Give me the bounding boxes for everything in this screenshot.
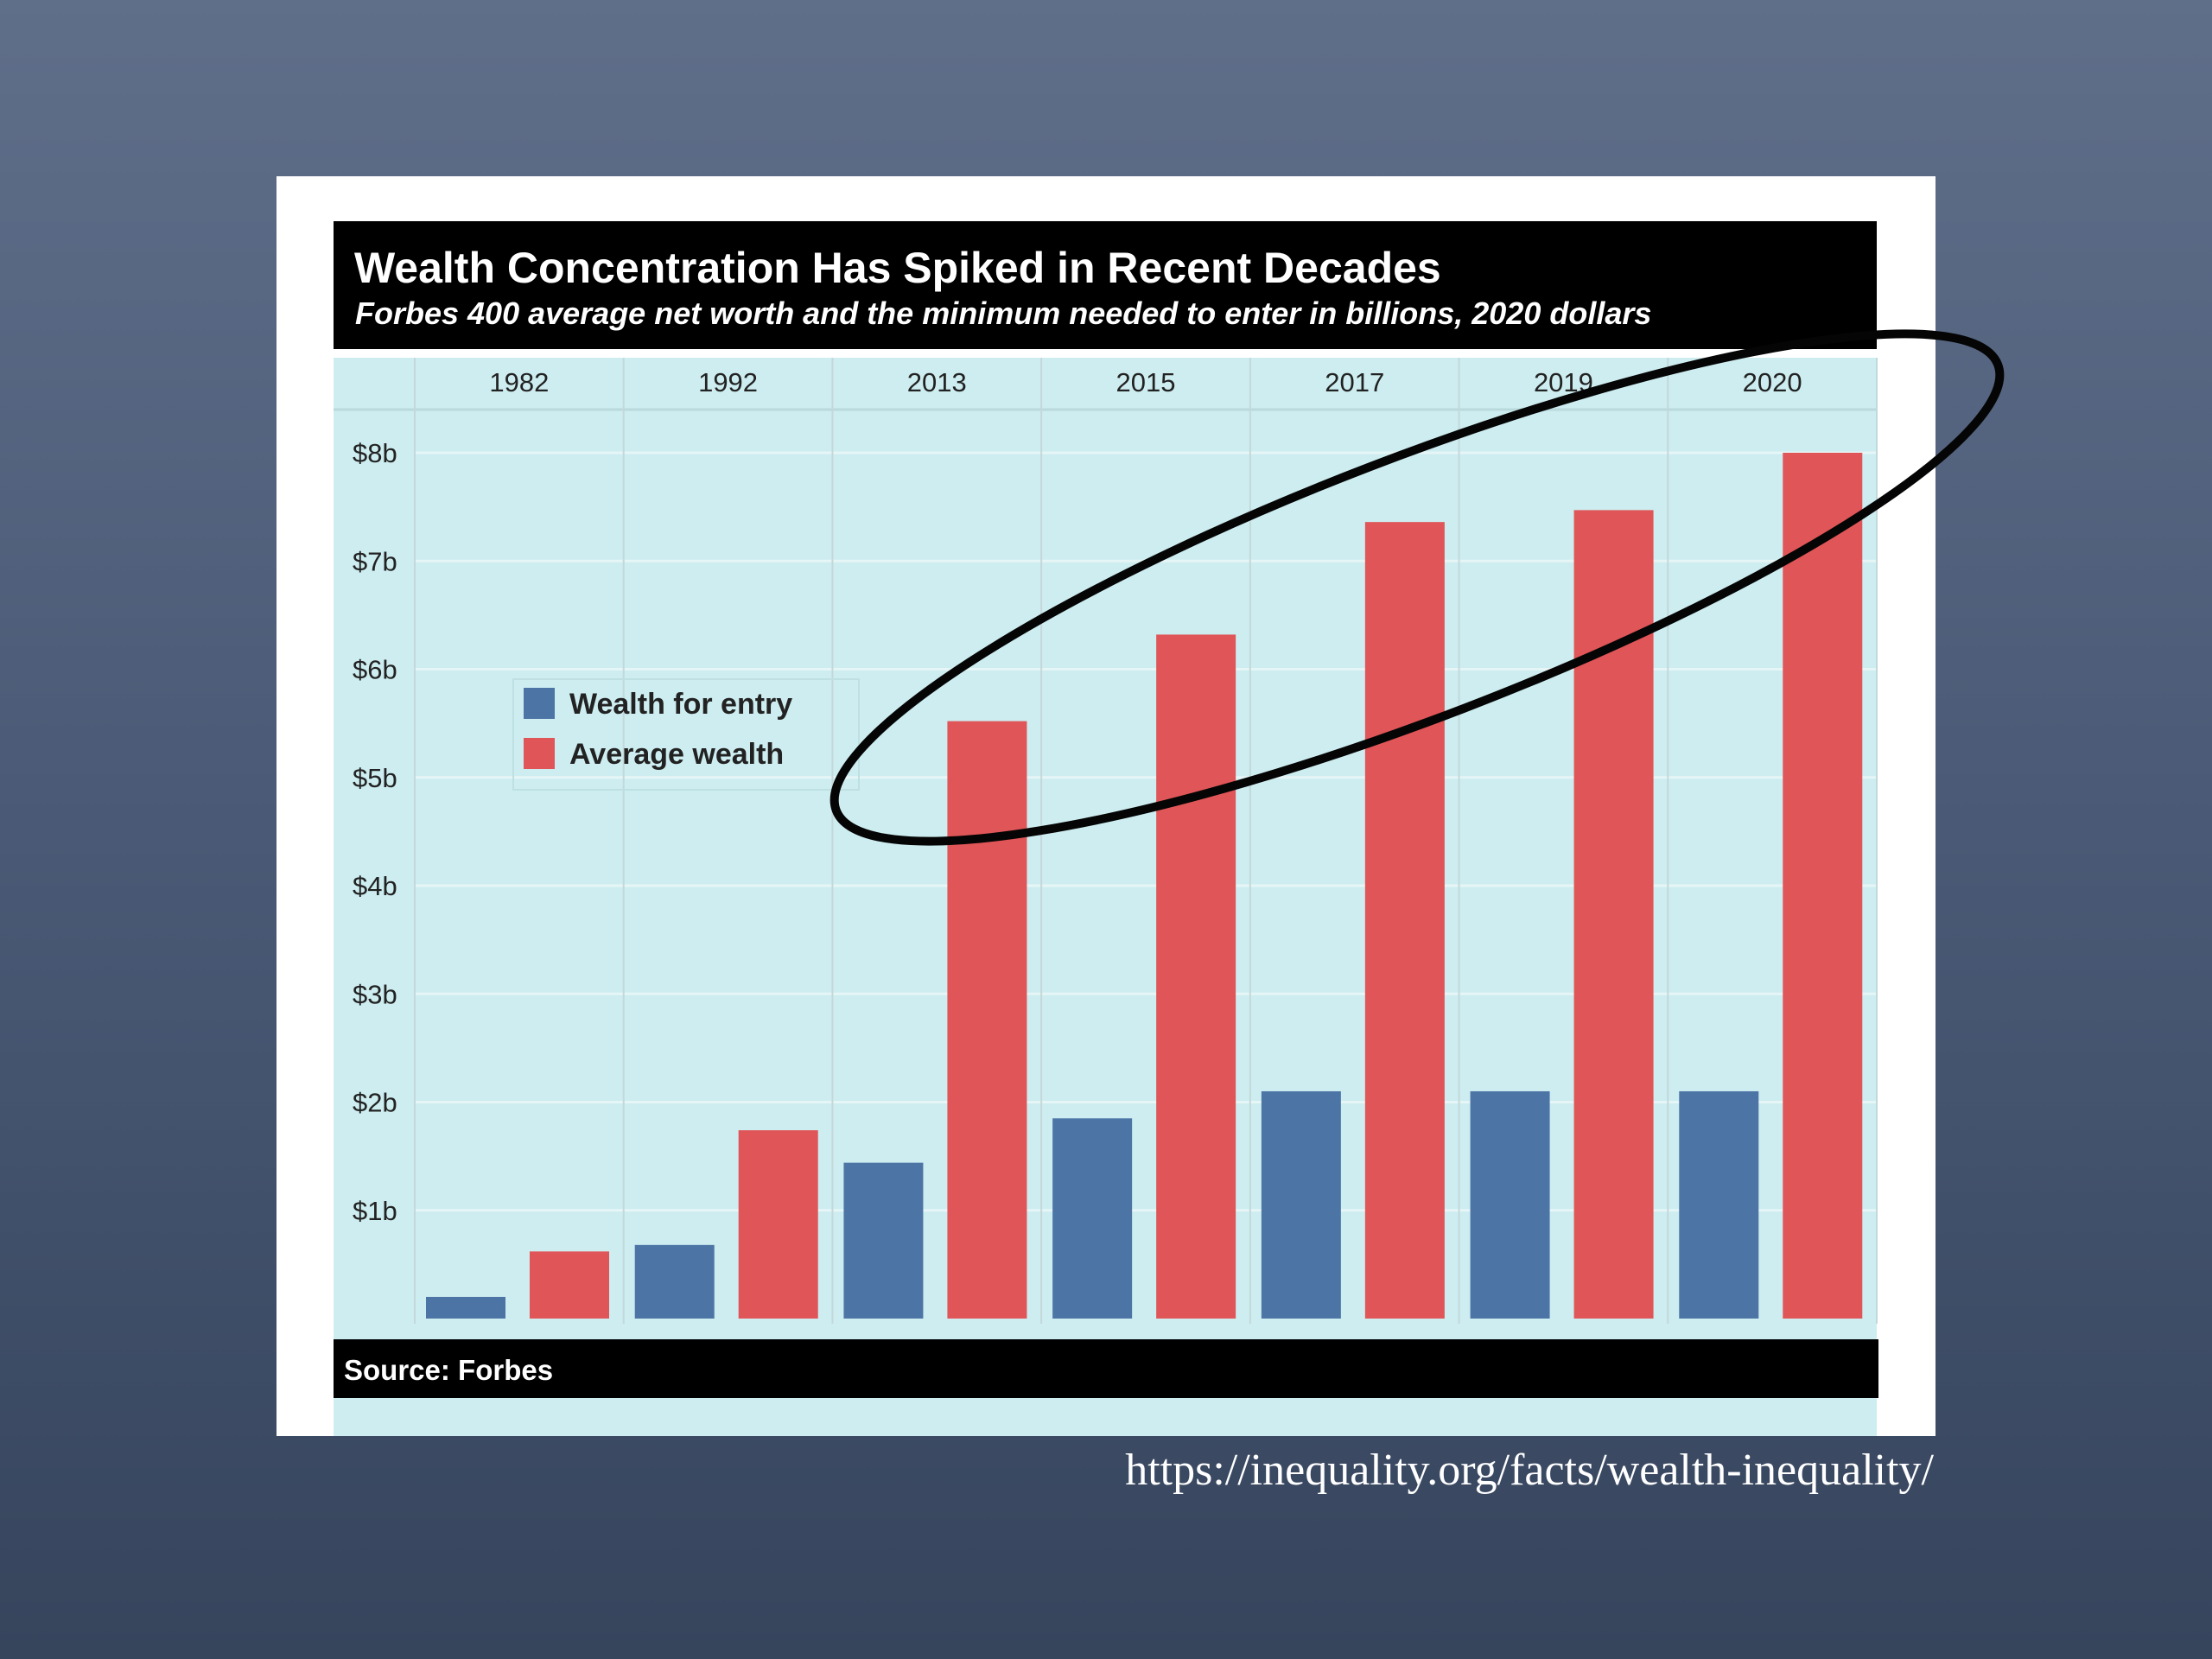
x-tick-label: 2015 xyxy=(1116,367,1176,397)
legend-label-wealth-for-entry: Wealth for entry xyxy=(569,688,792,721)
bar-wealth-for-entry-1982 xyxy=(426,1296,505,1319)
bar-wealth-for-entry-1992 xyxy=(634,1244,715,1319)
y-tick-label: $6b xyxy=(353,655,397,685)
bar-wealth-for-entry-2017 xyxy=(1261,1090,1341,1319)
bar-average-wealth-1992 xyxy=(738,1130,818,1319)
legend: Wealth for entry Average wealth xyxy=(512,678,860,791)
legend-swatch-average-wealth xyxy=(524,738,555,769)
y-tick-label: $2b xyxy=(353,1088,397,1118)
title-banner xyxy=(334,221,1877,349)
y-tick-label: $3b xyxy=(353,979,397,1009)
y-tick-label: $1b xyxy=(353,1196,397,1226)
bar-average-wealth-2020 xyxy=(1783,453,1863,1319)
chart: Wealth Concentration Has Spiked in Recen… xyxy=(334,221,1878,1436)
x-tick-label: 2013 xyxy=(907,367,967,397)
x-tick-label: 2019 xyxy=(1534,367,1593,397)
bar-average-wealth-2013 xyxy=(947,721,1027,1319)
y-tick-label: $4b xyxy=(353,871,397,901)
chart-title: Wealth Concentration Has Spiked in Recen… xyxy=(354,244,1441,292)
chart-subtitle: Forbes 400 average net worth and the min… xyxy=(355,296,1651,331)
x-tick-label: 2017 xyxy=(1325,367,1384,397)
y-tick-label: $8b xyxy=(353,438,397,468)
x-tick-label: 1992 xyxy=(698,367,758,397)
bar-wealth-for-entry-2015 xyxy=(1052,1118,1133,1319)
source-label: Source: Forbes xyxy=(344,1354,553,1386)
bar-wealth-for-entry-2020 xyxy=(1679,1090,1759,1319)
source-url: https://inequality.org/facts/wealth-ineq… xyxy=(1125,1446,1934,1495)
y-tick-label: $7b xyxy=(353,546,397,576)
bar-average-wealth-2015 xyxy=(1156,634,1236,1319)
bar-average-wealth-1982 xyxy=(530,1251,609,1319)
y-tick-label: $5b xyxy=(353,763,397,793)
bar-average-wealth-2017 xyxy=(1364,522,1445,1319)
legend-label-average-wealth: Average wealth xyxy=(569,738,784,771)
x-tick-label: 2020 xyxy=(1743,367,1802,397)
chart-card: Wealth Concentration Has Spiked in Recen… xyxy=(276,176,1936,1436)
bar-wealth-for-entry-2013 xyxy=(843,1162,924,1319)
x-tick-label: 1982 xyxy=(489,367,549,397)
source-banner xyxy=(334,1339,1878,1398)
legend-swatch-wealth-for-entry xyxy=(524,688,555,719)
bar-average-wealth-2019 xyxy=(1573,510,1654,1319)
bar-wealth-for-entry-2019 xyxy=(1470,1090,1550,1319)
